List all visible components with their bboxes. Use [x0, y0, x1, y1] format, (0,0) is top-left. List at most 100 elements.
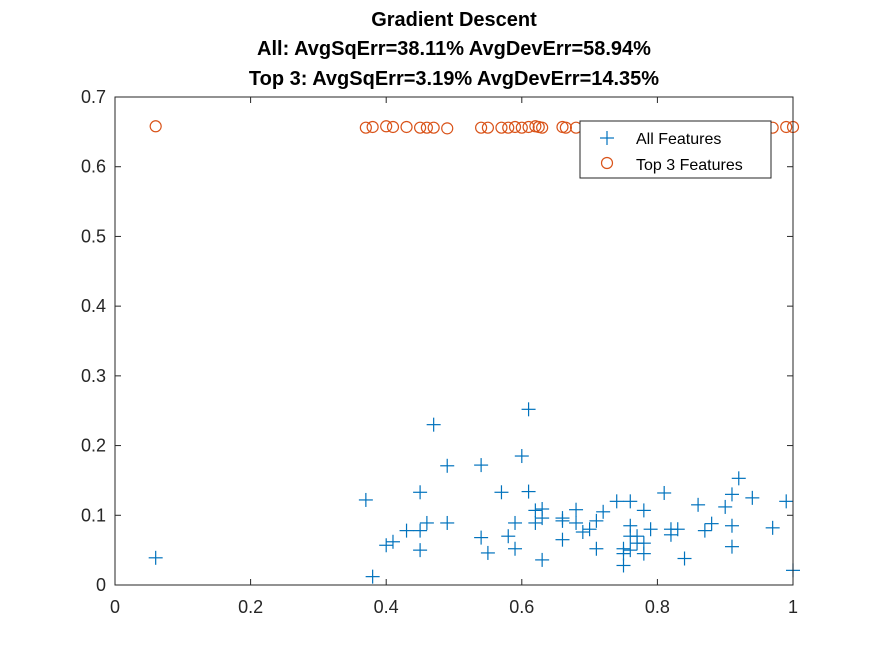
point-all-features	[691, 497, 706, 512]
point-all-features	[609, 494, 624, 509]
point-all-features	[379, 538, 394, 553]
point-all-features	[643, 522, 658, 537]
y-tick-label: 0.3	[81, 366, 106, 386]
legend-plus-marker	[600, 131, 614, 145]
point-top-3-features	[386, 120, 400, 134]
point-top-3-features	[559, 121, 572, 134]
x-tick-label: 0	[110, 597, 120, 617]
point-all-features	[724, 487, 739, 502]
point-all-features	[569, 515, 584, 530]
point-all-features	[677, 551, 692, 566]
point-all-features	[474, 530, 489, 545]
point-all-features	[494, 485, 509, 500]
point-all-features	[528, 503, 543, 518]
y-tick-label: 0.2	[81, 436, 106, 456]
point-top-3-features	[502, 121, 515, 134]
x-tick-label: 1	[788, 597, 798, 617]
point-all-features	[582, 522, 597, 537]
point-all-features	[501, 529, 516, 544]
point-all-features	[779, 494, 794, 509]
x-tick-label: 0.4	[374, 597, 399, 617]
point-top-3-features	[414, 121, 427, 134]
point-all-features	[636, 546, 651, 561]
x-tick-label: 0.2	[238, 597, 263, 617]
x-tick-label: 0.8	[645, 597, 670, 617]
point-all-features	[657, 485, 672, 500]
point-all-features	[535, 511, 550, 526]
point-all-features	[365, 569, 380, 584]
point-all-features	[474, 458, 489, 473]
point-all-features	[514, 449, 529, 464]
point-top-3-features	[400, 120, 413, 134]
point-top-3-features	[149, 120, 162, 133]
point-all-features	[630, 529, 645, 544]
point-top-3-features	[427, 121, 440, 134]
point-all-features	[623, 543, 638, 558]
point-all-features	[419, 515, 434, 530]
axes-box	[114, 96, 794, 586]
point-all-features	[704, 516, 719, 531]
point-top-3-features	[508, 120, 522, 134]
point-all-features	[765, 520, 780, 535]
point-all-features	[569, 502, 584, 517]
point-top-3-features	[366, 120, 379, 134]
y-tick-label: 0.7	[81, 87, 106, 107]
point-top-3-features	[780, 120, 793, 134]
legend-label-all-features: All Features	[636, 131, 721, 148]
point-all-features	[535, 552, 550, 567]
point-all-features	[636, 503, 651, 518]
point-all-features	[623, 494, 638, 509]
point-top-3-features	[536, 121, 549, 134]
x-tick-label: 0.6	[509, 597, 534, 617]
point-all-features	[724, 539, 739, 554]
point-all-features	[616, 558, 631, 573]
point-all-features	[413, 485, 428, 500]
chart-title-line-2: All: AvgSqErr=38.11% AvgDevErr=58.94%	[257, 38, 651, 60]
point-all-features	[413, 523, 428, 538]
point-all-features	[724, 518, 739, 533]
point-all-features	[616, 546, 631, 561]
point-top-3-features	[522, 120, 535, 134]
point-all-features	[589, 513, 604, 528]
point-all-features	[521, 402, 536, 417]
point-all-features	[718, 499, 733, 514]
axis-tick-labels: 0 0.2 0.4 0.6 0.8 1 0 0.1 0.2 0.3 0.4 0.5 0.6 0.7	[81, 87, 798, 617]
point-all-features	[745, 490, 760, 505]
point-all-features	[508, 541, 523, 556]
point-all-features	[555, 513, 570, 528]
point-top-3-features	[420, 121, 433, 134]
chart-title-line-1: Gradient Descent	[371, 9, 537, 31]
y-tick-label: 0.6	[81, 157, 106, 177]
point-all-features	[413, 543, 428, 558]
point-all-features	[589, 541, 604, 556]
point-top-3-features	[380, 120, 393, 133]
point-all-features	[697, 523, 712, 538]
legend: All Features Top 3 Features	[579, 120, 772, 179]
point-all-features	[670, 522, 685, 537]
point-top-3-features	[481, 121, 494, 134]
point-all-features	[731, 471, 746, 486]
point-all-features	[555, 532, 570, 547]
point-top-3-features	[441, 122, 454, 135]
point-all-features	[426, 417, 441, 432]
y-tick-label: 0	[96, 575, 106, 595]
legend-label-top-3-features: Top 3 Features	[636, 157, 743, 174]
point-all-features	[596, 504, 611, 519]
point-all-features	[575, 525, 590, 540]
point-all-features	[508, 515, 523, 530]
y-tick-label: 0.1	[81, 505, 106, 525]
point-all-features	[440, 458, 455, 473]
legend-box	[579, 120, 772, 179]
point-all-features	[480, 545, 495, 560]
chart-title-line-3: Top 3: AvgSqErr=3.19% AvgDevErr=14.35%	[249, 68, 659, 90]
point-all-features	[521, 484, 536, 499]
y-tick-label: 0.4	[81, 296, 106, 316]
point-all-features	[385, 534, 400, 549]
point-top-3-features	[495, 121, 508, 134]
point-top-3-features	[475, 121, 488, 134]
y-tick-label: 0.5	[81, 226, 106, 246]
point-top-3-features	[359, 121, 372, 134]
point-all-features	[148, 550, 163, 565]
point-all-features	[440, 515, 455, 530]
